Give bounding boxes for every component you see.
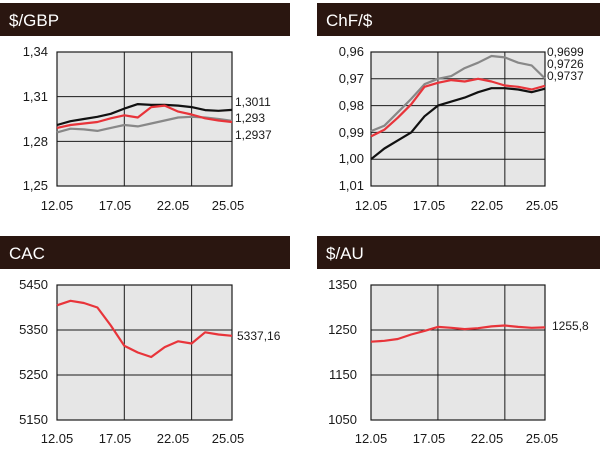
end-value-label: 1,293	[235, 111, 265, 125]
chart-panel-cac: CAC 5450 5350 5250 5150 12.05 17.05 22.0…	[0, 236, 290, 446]
x-tick-label: 25.05	[212, 431, 245, 446]
y-tick-label: 1250	[328, 322, 357, 337]
chart-title: ChF/$	[326, 11, 373, 30]
y-tick-label: 0,97	[339, 71, 364, 86]
y-tick-label: 1,31	[23, 89, 48, 104]
chart-title: CAC	[9, 244, 45, 263]
series-line-1	[56, 102, 233, 127]
x-axis-ticks: 12.05 17.05 22.05 25.05	[41, 198, 245, 213]
end-labels: 1,3011 1,293 1,2937	[235, 95, 272, 142]
x-axis-ticks: 12.05 17.05 22.05 25.05	[355, 431, 559, 446]
end-labels: 1255,8	[552, 319, 589, 333]
series-lines	[56, 299, 233, 359]
series-line-3	[56, 104, 233, 129]
x-tick-label: 25.05	[212, 198, 245, 213]
end-value-label: 0,9699	[547, 45, 584, 59]
plot-gridlines	[57, 52, 232, 186]
y-tick-label: 5150	[19, 412, 48, 427]
chart-panel-chf: ChF/$ 0,96 0,97 0,98 0,99 1,00 1,01 12.0…	[317, 3, 600, 213]
y-tick-label: 1150	[329, 367, 357, 382]
y-tick-label: 1,28	[23, 134, 48, 149]
plot-area	[56, 284, 233, 421]
x-tick-label: 12.05	[41, 431, 74, 446]
chart-title: $/AU	[326, 244, 364, 263]
y-tick-label: 5250	[19, 367, 48, 382]
chart-panel-au: $/AU 1350 1250 1150 1050 12.05 17.05 22.…	[317, 236, 600, 446]
x-tick-label: 12.05	[41, 198, 74, 213]
y-tick-label: 1,25	[23, 178, 48, 193]
y-axis-ticks: 1350 1250 1150 1050	[328, 277, 357, 427]
plot-area	[370, 284, 546, 421]
x-axis-ticks: 12.05 17.05 22.05 25.05	[355, 198, 559, 213]
chart-header-bar	[0, 3, 290, 36]
x-tick-label: 22.05	[471, 431, 504, 446]
y-tick-label: 0,98	[339, 98, 364, 113]
series-line-1	[370, 87, 546, 161]
end-value-label: 0,9726	[547, 57, 584, 71]
end-labels: 0,9699 0,9726 0,9737	[547, 45, 584, 83]
plot-area	[370, 51, 546, 187]
x-tick-label: 17.05	[99, 431, 132, 446]
series-line-1	[56, 299, 233, 359]
chart-title: $/GBP	[9, 11, 59, 30]
end-value-label: 1255,8	[552, 319, 589, 333]
x-tick-label: 12.05	[355, 198, 388, 213]
series-lines	[370, 324, 546, 343]
x-tick-label: 25.05	[526, 431, 559, 446]
y-axis-ticks: 1,34 1,31 1,28 1,25	[23, 44, 48, 193]
y-axis-ticks: 5450 5350 5250 5150	[19, 277, 48, 427]
y-tick-label: 1,00	[339, 151, 364, 166]
chart-header-bar	[0, 236, 290, 269]
y-tick-label: 0,96	[339, 44, 364, 59]
end-value-label: 0,9737	[547, 69, 584, 83]
x-tick-label: 17.05	[413, 198, 446, 213]
x-tick-label: 22.05	[471, 198, 504, 213]
y-axis-ticks: 0,96 0,97 0,98 0,99 1,00 1,01	[339, 44, 364, 193]
plot-gridlines	[371, 285, 545, 420]
x-tick-label: 17.05	[99, 198, 132, 213]
y-tick-label: 1350	[328, 277, 357, 292]
series-line-2	[370, 54, 546, 133]
chart-header-bar	[317, 3, 600, 36]
x-tick-label: 12.05	[355, 431, 388, 446]
x-tick-label: 25.05	[526, 198, 559, 213]
x-tick-label: 22.05	[157, 198, 190, 213]
x-tick-label: 17.05	[413, 431, 446, 446]
y-tick-label: 5350	[19, 322, 48, 337]
y-tick-label: 5450	[19, 277, 48, 292]
x-tick-label: 22.05	[157, 431, 190, 446]
y-tick-label: 0,99	[339, 125, 364, 140]
y-tick-label: 1050	[328, 412, 357, 427]
end-value-label: 5337,16	[237, 329, 281, 343]
series-line-3	[370, 77, 546, 138]
end-value-label: 1,3011	[235, 95, 271, 109]
plot-gridlines	[57, 285, 232, 420]
y-tick-label: 1,34	[23, 44, 48, 59]
end-labels: 5337,16	[237, 329, 281, 343]
series-line-1	[370, 324, 546, 343]
y-tick-label: 1,01	[339, 178, 364, 193]
series-lines	[370, 54, 546, 161]
chart-header-bar	[317, 236, 600, 269]
x-axis-ticks: 12.05 17.05 22.05 25.05	[41, 431, 245, 446]
series-lines	[56, 102, 233, 134]
chart-panel-gbp: $/GBP 1,34 1,31 1,28 1,25 12.05 17.05 22…	[0, 3, 290, 213]
plot-gridlines	[371, 52, 545, 186]
end-value-label: 1,2937	[235, 128, 272, 142]
